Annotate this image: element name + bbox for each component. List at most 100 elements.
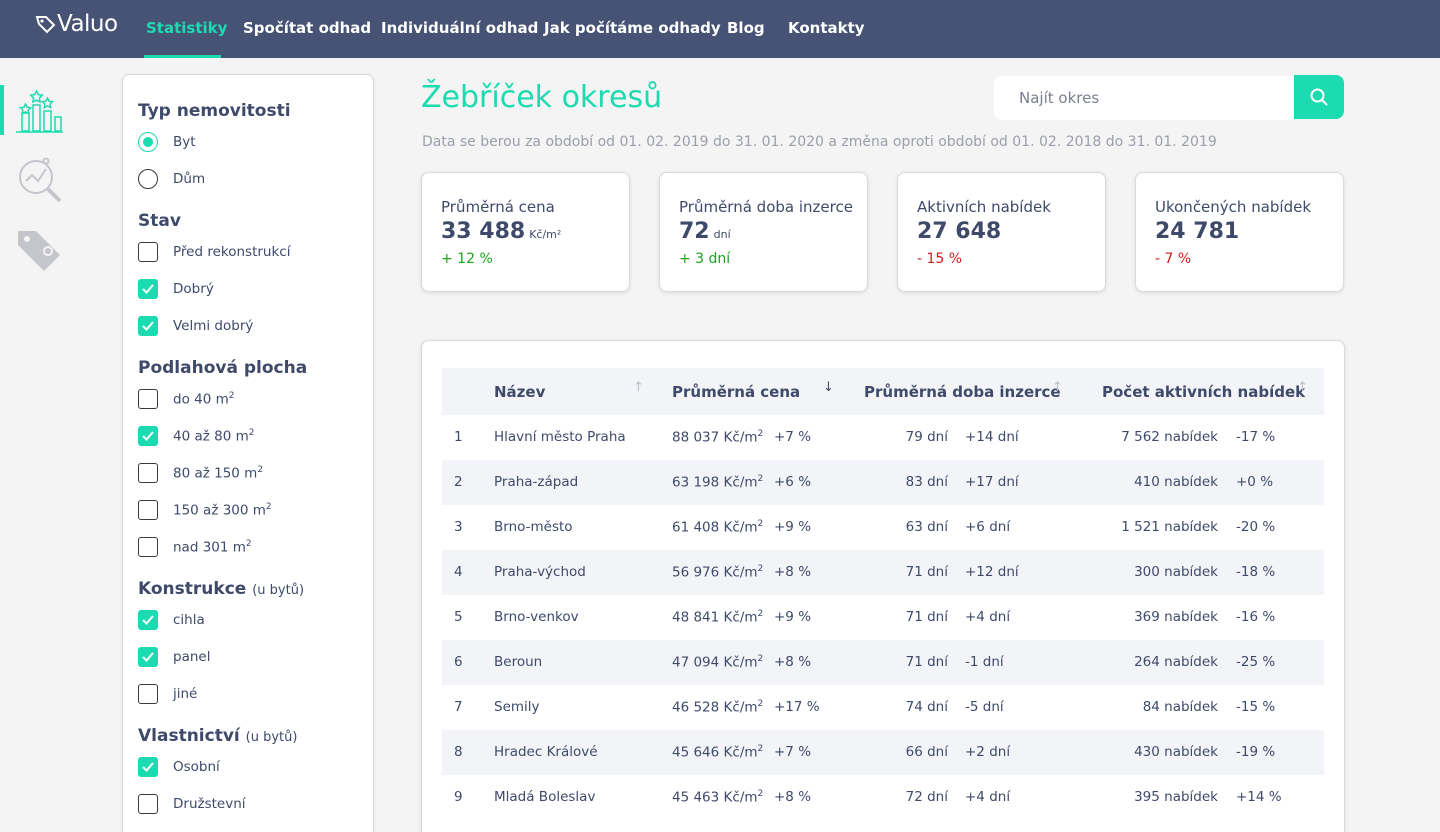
checkbox-jine[interactable]: jiné [138, 684, 197, 704]
table-row[interactable]: 1 Hlavní město Praha 88 037 Kč/m2 +7 % 79 dn… [442, 415, 1324, 460]
duration-change-cell: +17 dní [965, 474, 1019, 490]
checkbox-checked[interactable] [138, 647, 158, 667]
radio-button[interactable] [138, 169, 158, 189]
nav-blog[interactable]: Blog [727, 19, 765, 37]
checkbox-osobni[interactable]: Osobní [138, 757, 220, 777]
district-name-cell[interactable]: Brno-město [494, 519, 573, 535]
offers-cell: 7 562 nabídek [1121, 429, 1218, 445]
checkbox-dobry[interactable]: Dobrý [138, 279, 214, 299]
sort-arrow-down-icon[interactable]: ↓ [823, 380, 834, 395]
checkbox-checked[interactable] [138, 316, 158, 336]
table-row[interactable]: 5 Brno-venkov 48 841 Kč/m2 +9 % 71 dní +4 dní… [442, 595, 1324, 640]
checkbox-150-300[interactable]: 150 až 300 m2 [138, 500, 272, 520]
nav-spocitat-odhad[interactable]: Spočítat odhad [243, 19, 372, 37]
market-search-icon[interactable] [14, 155, 64, 205]
sort-arrow-icon[interactable]: ↑ [1052, 380, 1063, 395]
table-row[interactable]: 9 Mladá Boleslav 45 463 Kč/m2 +8 % 72 dní +4 … [442, 775, 1324, 820]
district-name-cell[interactable]: Brno-venkov [494, 609, 579, 625]
price-unit-sup: 2 [757, 429, 764, 439]
checkbox-druzstevni[interactable]: Družstevní [138, 794, 246, 814]
price-unit-sup: 2 [757, 564, 764, 574]
valuo-logo[interactable]: Valuo [34, 11, 118, 37]
ranking-chart-icon[interactable] [14, 85, 64, 135]
checkbox[interactable] [138, 463, 158, 483]
district-name-cell[interactable]: Semily [494, 699, 540, 715]
checkbox-pred-rekonstrukci[interactable]: Před rekonstrukcí [138, 242, 290, 262]
nav-statistiky[interactable]: Statistiky [146, 19, 228, 37]
check-icon [142, 652, 154, 662]
stat-number: 24 781 [1155, 219, 1240, 244]
ownership-title: Vlastnictví [138, 726, 240, 746]
duration-cell: 83 dní [905, 474, 948, 490]
price-unit: Kč/m [723, 699, 758, 716]
offers-change-cell: -16 % [1236, 609, 1276, 625]
stat-label: Průměrná cena [441, 198, 555, 216]
district-name-cell[interactable]: Hlavní město Praha [494, 429, 626, 445]
area-unit-sup: 2 [248, 427, 255, 438]
district-name-cell[interactable]: Beroun [494, 654, 543, 670]
checkbox[interactable] [138, 242, 158, 262]
price-unit-sup: 2 [757, 609, 764, 619]
stat-card-avg-price: Průměrná cena 33 488 Kč/m² + 12 % [421, 172, 630, 292]
column-header-duration[interactable]: Průměrná doba inzerce [864, 383, 1061, 401]
price-cell: 45 463 Kč/m2 [672, 789, 763, 806]
checkbox-do-40[interactable]: do 40 m2 [138, 389, 234, 409]
checkbox-checked[interactable] [138, 426, 158, 446]
checkbox-panel[interactable]: panel [138, 647, 210, 667]
checkbox-cihla[interactable]: cihla [138, 610, 205, 630]
price-unit: Kč/m [723, 429, 758, 446]
table-row[interactable]: 2 Praha-západ 63 198 Kč/m2 +6 % 83 dní +17 dn… [442, 460, 1324, 505]
district-search-input[interactable] [994, 76, 1294, 120]
construction-title: Konstrukce [138, 579, 247, 599]
district-name-cell[interactable]: Praha-východ [494, 564, 586, 580]
search-button[interactable] [1294, 75, 1344, 119]
check-icon [142, 284, 154, 294]
rank-cell: 5 [454, 609, 463, 625]
search-icon [1310, 88, 1328, 106]
column-header-offers[interactable]: Počet aktivních nabídek [1102, 383, 1306, 401]
tag-logo-icon [35, 16, 56, 34]
stat-unit: dní [713, 228, 731, 241]
price-tag-icon[interactable] [14, 225, 64, 275]
table-row[interactable]: 8 Hradec Králové 45 646 Kč/m2 +7 % 66 dní +2 … [442, 730, 1324, 775]
price-change-cell: +6 % [774, 474, 812, 490]
checkbox-40-80[interactable]: 40 až 80 m2 [138, 426, 254, 446]
checkbox-checked[interactable] [138, 279, 158, 299]
duration-change-cell: +2 dní [965, 744, 1011, 760]
table-row[interactable]: 4 Praha-východ 56 976 Kč/m2 +8 % 71 dní +12 d… [442, 550, 1324, 595]
checkbox-checked[interactable] [138, 757, 158, 777]
district-name-cell[interactable]: Praha-západ [494, 474, 579, 490]
radio-dum[interactable]: Dům [138, 169, 205, 189]
radio-byt[interactable]: Byt [138, 132, 196, 152]
price-unit: Kč/m [723, 564, 758, 581]
nav-kontakty[interactable]: Kontakty [788, 19, 865, 37]
nav-individualni-odhad[interactable]: Individuální odhad [381, 19, 539, 37]
table-row[interactable]: 6 Beroun 47 094 Kč/m2 +8 % 71 dní -1 dní 264 n… [442, 640, 1324, 685]
checkbox[interactable] [138, 537, 158, 557]
table-row[interactable]: 3 Brno-město 61 408 Kč/m2 +9 % 63 dní +6 dní 1… [442, 505, 1324, 550]
checkbox[interactable] [138, 684, 158, 704]
checkbox-checked[interactable] [138, 610, 158, 630]
sort-arrow-icon[interactable]: ↑ [633, 380, 644, 395]
checkbox[interactable] [138, 794, 158, 814]
checkbox-velmi-dobry[interactable]: Velmi dobrý [138, 316, 253, 336]
duration-change-cell: +6 dní [965, 519, 1011, 535]
checkbox[interactable] [138, 500, 158, 520]
offers-cell: 369 nabídek [1134, 609, 1218, 625]
checkbox[interactable] [138, 389, 158, 409]
checkbox-nad-301[interactable]: nad 301 m2 [138, 537, 252, 557]
rank-cell: 7 [454, 699, 463, 715]
district-name-cell[interactable]: Hradec Králové [494, 744, 598, 760]
sort-arrow-icon[interactable]: ↑ [1297, 380, 1308, 395]
radio-button-checked[interactable] [138, 132, 158, 152]
price-unit-sup: 2 [757, 699, 764, 709]
table-row[interactable]: 7 Semily 46 528 Kč/m2 +17 % 74 dní -5 dní 84 n… [442, 685, 1324, 730]
price-unit-sup: 2 [757, 519, 764, 529]
offers-cell: 410 nabídek [1134, 474, 1218, 490]
column-header-name[interactable]: Název [494, 383, 546, 401]
price-change-cell: +8 % [774, 789, 812, 805]
checkbox-80-150[interactable]: 80 až 150 m2 [138, 463, 263, 483]
nav-jak-pocitame[interactable]: Jak počítáme odhady [544, 19, 721, 37]
column-header-price[interactable]: Průměrná cena [672, 383, 801, 401]
district-name-cell[interactable]: Mladá Boleslav [494, 789, 596, 805]
